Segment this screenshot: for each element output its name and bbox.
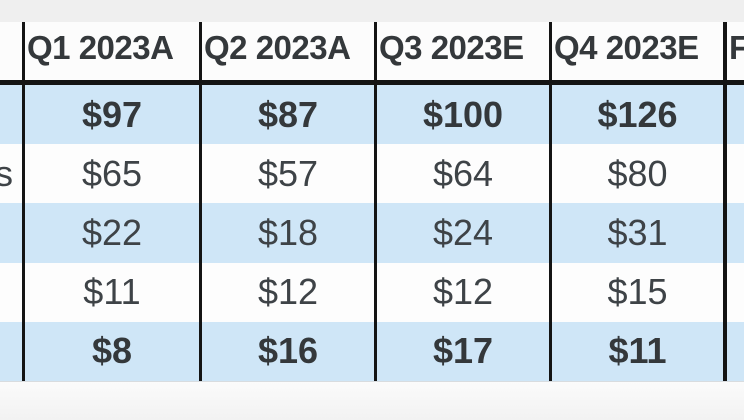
page-background-below-table	[0, 381, 744, 420]
table-cell: $17	[374, 321, 549, 381]
column-header-q1-2023a: Q1 2023A	[22, 22, 199, 80]
table-cell: $64	[374, 144, 549, 204]
table-row: $11 $12 $12 $15	[0, 262, 744, 322]
truncated-column-cell	[723, 262, 744, 322]
table-row: s $65 $57 $64 $80	[0, 144, 744, 204]
column-header-q2-2023a: Q2 2023A	[199, 22, 374, 80]
table-cell: $22	[22, 203, 199, 263]
table-cell: $18	[199, 203, 374, 263]
truncated-column-cell	[723, 85, 744, 145]
column-header-q3-2023e: Q3 2023E	[374, 22, 549, 80]
table-cell: $11	[549, 321, 723, 381]
table-cell: $24	[374, 203, 549, 263]
table-cell: $8	[22, 321, 199, 381]
table-cell: $12	[374, 262, 549, 322]
table-cell: $87	[199, 85, 374, 145]
table-cell: $31	[549, 203, 723, 263]
table-body: $97 $87 $100 $126 s $65 $57 $64 $80 $22 $18 $24 $31 $…	[0, 85, 744, 381]
table-row: $97 $87 $100 $126	[0, 85, 744, 145]
table-cell: $126	[549, 85, 723, 145]
table-cell: $100	[374, 85, 549, 145]
table-row: $22 $18 $24 $31	[0, 203, 744, 263]
table-header-row: Q1 2023A Q2 2023A Q3 2023E Q4 2023E F	[0, 22, 744, 80]
row-label-fragment	[0, 85, 22, 145]
financial-table: Q1 2023A Q2 2023A Q3 2023E Q4 2023E F $9…	[0, 22, 744, 381]
truncated-column-cell	[723, 144, 744, 204]
row-label-fragment	[0, 203, 22, 263]
table-cell: $11	[22, 262, 199, 322]
header-divider-line	[0, 80, 744, 85]
column-header-q4-2023e: Q4 2023E	[549, 22, 723, 80]
row-label-fragment	[0, 321, 22, 381]
row-label-column-header	[0, 22, 22, 80]
table-cell: $16	[199, 321, 374, 381]
table-cell: $12	[199, 262, 374, 322]
row-label-fragment: s	[0, 144, 22, 204]
table-cell: $15	[549, 262, 723, 322]
truncated-column-cell	[723, 203, 744, 263]
table-cell: $80	[549, 144, 723, 204]
column-header-truncated-f: F	[723, 22, 744, 80]
row-label-fragment	[0, 262, 22, 322]
table-row: $8 $16 $17 $11	[0, 321, 744, 381]
table-cell: $57	[199, 144, 374, 204]
table-cell: $97	[22, 85, 199, 145]
table-cell: $65	[22, 144, 199, 204]
truncated-column-cell	[723, 321, 744, 381]
